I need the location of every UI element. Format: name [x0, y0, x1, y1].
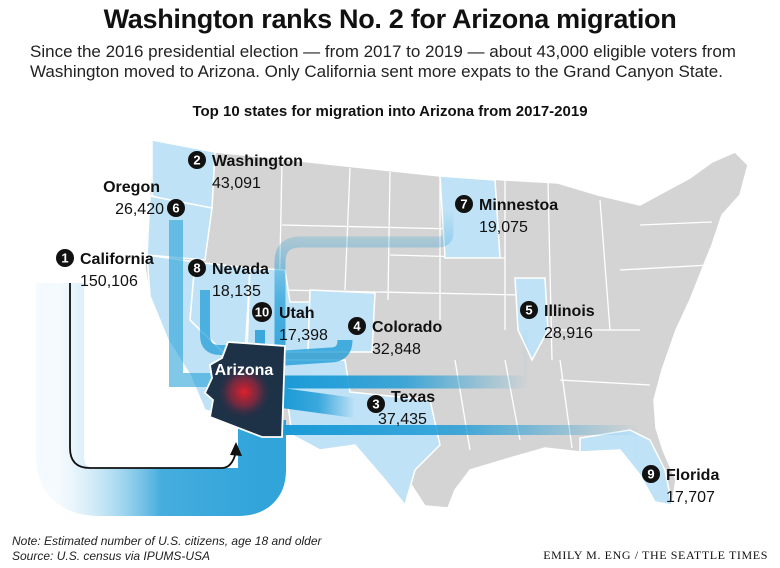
state-label-texas: 3 Texas 37,435	[367, 389, 435, 428]
source-text: Source: U.S. census via IPUMS-USA	[12, 549, 211, 563]
state-label-florida: 9 Florida 17,707	[642, 465, 719, 506]
flow-minnesota	[274, 210, 454, 360]
state-colorado	[307, 289, 376, 353]
california-arrow	[69, 283, 237, 469]
state-name: Colorado	[372, 319, 442, 336]
page-subtitle: Since the 2016 presidential election — f…	[30, 42, 736, 81]
rank-number: 3	[372, 397, 379, 412]
flow-colorado	[284, 339, 353, 366]
page-title: Washington ranks No. 2 for Arizona migra…	[103, 4, 677, 34]
state-migrants-value: 37,435	[378, 411, 427, 428]
flow-nevada	[200, 290, 230, 355]
rank-number: 5	[525, 303, 532, 318]
state-label-illinois: 5 Illinois 28,916	[520, 301, 595, 342]
state-name: Minnestoa	[479, 197, 558, 214]
rank-number: 2	[193, 153, 200, 168]
rank-badge	[252, 302, 272, 322]
credit-line: EMILY M. ENG / THE SEATTLE TIMES	[543, 548, 768, 562]
rank-badge	[642, 465, 660, 483]
state-migrants-value: 150,106	[80, 273, 138, 290]
flow-florida	[280, 425, 645, 460]
rank-number: 6	[172, 201, 179, 216]
state-illinois	[514, 277, 549, 362]
state-migrants-value: 17,398	[279, 327, 328, 344]
state-label-colorado: 4 Colorado 32,848	[348, 317, 442, 358]
arrow-head-icon	[230, 442, 242, 456]
rank-badge	[167, 199, 185, 217]
state-name: Utah	[279, 305, 315, 322]
state-migrants-value: 17,707	[666, 489, 715, 506]
rank-number: 9	[647, 467, 654, 482]
state-migrants-value: 19,075	[479, 219, 528, 236]
rank-badge	[348, 317, 366, 335]
state-name: Texas	[391, 389, 435, 406]
rank-number: 8	[193, 261, 200, 276]
state-label-oregon: 6 Oregon 26,420	[103, 179, 185, 218]
state-name: Oregon	[103, 179, 160, 196]
state-migrants-value: 43,091	[212, 175, 261, 192]
state-migrants-value: 28,916	[544, 325, 593, 342]
rank-number: 10	[255, 305, 269, 320]
state-name: California	[80, 251, 154, 268]
state-migrants-value: 32,848	[372, 341, 421, 358]
flow-bands	[36, 185, 645, 516]
rank-number: 7	[460, 197, 467, 212]
rank-badge	[520, 301, 538, 319]
state-migrants-value: 18,135	[212, 283, 261, 300]
flow-illinois	[280, 330, 537, 389]
state-label-utah: 10 Utah 17,398	[252, 302, 328, 344]
rank-badge	[188, 151, 206, 169]
footnote: Note: Estimated number of U.S. citizens,…	[12, 534, 322, 564]
flow-california	[36, 283, 286, 516]
state-name: Florida	[666, 467, 719, 484]
state-labels: 1 California 150,106 2 Washington 43,091 3 Texa…	[56, 151, 719, 506]
rank-badge	[56, 249, 74, 267]
rank-badge	[455, 195, 473, 213]
state-label-minnestoa: 7 Minnestoa 19,075	[455, 195, 558, 236]
chart-title: Top 10 states for migration into Arizona…	[192, 103, 588, 120]
flow-oregon	[169, 220, 220, 387]
rank-badge	[367, 395, 385, 413]
arizona-glow	[216, 364, 272, 420]
state-name: Washington	[212, 153, 303, 170]
state-label-washington: 2 Washington 43,091	[188, 151, 303, 192]
flow-texas	[280, 388, 357, 418]
state-label-nevada: 8 Nevada 18,135	[188, 259, 269, 300]
rank-badge	[188, 259, 206, 277]
state-migrants-value: 26,420	[115, 201, 164, 218]
arizona-label: Arizona	[215, 362, 274, 379]
rank-number: 1	[61, 251, 68, 266]
state-name: Illinois	[544, 303, 595, 320]
note-text: Note: Estimated number of U.S. citizens,…	[12, 534, 322, 548]
state-name: Nevada	[212, 261, 269, 278]
rank-number: 4	[353, 319, 361, 334]
state-label-california: 1 California 150,106	[56, 249, 154, 290]
